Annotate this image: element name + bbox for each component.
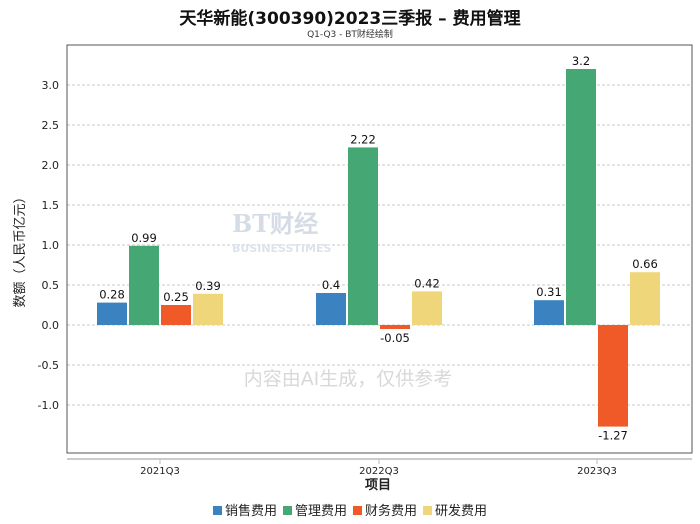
legend-item[interactable]: 销售费用 bbox=[212, 500, 277, 519]
legend-item[interactable]: 管理费用 bbox=[282, 500, 347, 519]
legend-swatch bbox=[282, 506, 292, 515]
bar bbox=[598, 325, 628, 427]
legend-label: 研发费用 bbox=[435, 504, 488, 519]
x-tick-label: 2023Q3 bbox=[577, 466, 617, 477]
data-label: 0.25 bbox=[163, 290, 189, 304]
legend-item[interactable]: 研发费用 bbox=[423, 500, 487, 519]
data-label: 0.99 bbox=[131, 231, 157, 245]
bar bbox=[534, 300, 564, 325]
bar bbox=[412, 291, 442, 325]
bar bbox=[566, 69, 596, 325]
y-tick-label: 0.0 bbox=[42, 319, 60, 332]
bar bbox=[380, 325, 410, 329]
legend-label: 财务费用 bbox=[365, 504, 418, 519]
bar bbox=[161, 305, 191, 325]
y-tick-label: 0.5 bbox=[42, 279, 60, 292]
data-label: 0.4 bbox=[322, 278, 340, 292]
data-label: 0.66 bbox=[632, 257, 658, 271]
legend-item[interactable]: 财务费用 bbox=[353, 500, 417, 519]
bar bbox=[630, 272, 660, 325]
legend-swatch bbox=[212, 506, 222, 515]
bar bbox=[316, 293, 346, 325]
watermark-notice: 内容由AI生成，仅供参考 bbox=[244, 368, 453, 390]
legend-label: 管理费用 bbox=[294, 504, 347, 519]
legend: 销售费用 管理费用 财务费用 研发费用 bbox=[0, 500, 700, 519]
x-axis-label: 项目 bbox=[365, 478, 391, 493]
y-tick-label: -1.0 bbox=[38, 399, 59, 412]
y-tick-label: -0.5 bbox=[38, 359, 59, 372]
legend-label: 销售费用 bbox=[224, 504, 277, 519]
chart-subtitle: Q1-Q3 - BT财经绘制 bbox=[307, 30, 393, 40]
data-label: 2.22 bbox=[350, 132, 376, 146]
bar bbox=[129, 245, 159, 325]
legend-swatch bbox=[423, 506, 433, 515]
data-label: 0.42 bbox=[414, 276, 440, 290]
y-tick-label: 2.0 bbox=[42, 159, 60, 172]
y-tick-label: 3.0 bbox=[42, 79, 60, 92]
watermark-logo: BT财经 bbox=[232, 209, 318, 238]
data-label: 3.2 bbox=[572, 54, 590, 68]
x-tick-label: 2021Q3 bbox=[140, 466, 180, 477]
legend-swatch bbox=[353, 506, 362, 515]
data-label: 0.39 bbox=[195, 279, 221, 293]
watermark-logo-sub: BUSINESSTIMES bbox=[232, 242, 331, 255]
plot-frame bbox=[66, 44, 693, 454]
bar bbox=[348, 147, 378, 325]
y-tick-label: 1.0 bbox=[42, 239, 60, 252]
data-label: 0.31 bbox=[536, 285, 562, 299]
data-label: -0.05 bbox=[380, 331, 410, 345]
chart-title: 天华新能(300390)2023三季报 – 费用管理 bbox=[179, 9, 521, 29]
y-tick-label: 1.5 bbox=[42, 199, 60, 212]
y-tick-label: 2.5 bbox=[42, 119, 60, 132]
bar bbox=[97, 302, 127, 325]
data-label: 0.28 bbox=[99, 288, 125, 302]
data-label: -1.27 bbox=[598, 429, 628, 443]
bar bbox=[193, 293, 223, 325]
y-axis-label: 数额（人民币亿元） bbox=[13, 190, 28, 307]
x-tick-label: 2022Q3 bbox=[359, 466, 399, 477]
